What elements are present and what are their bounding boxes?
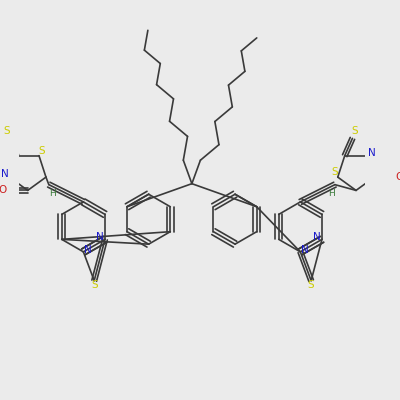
Text: H: H [49, 189, 56, 198]
Text: N: N [313, 232, 321, 242]
Text: S: S [91, 280, 98, 290]
Text: O: O [395, 172, 400, 182]
Text: H: H [328, 189, 334, 198]
Text: S: S [4, 126, 10, 136]
Text: N: N [84, 245, 92, 255]
Text: N: N [96, 232, 104, 242]
Text: S: S [308, 280, 314, 290]
Text: N: N [368, 148, 376, 158]
Text: S: S [38, 146, 45, 156]
Text: S: S [351, 126, 358, 136]
Text: N: N [301, 245, 309, 255]
Text: S: S [332, 167, 338, 177]
Text: N: N [1, 169, 8, 179]
Text: O: O [0, 185, 7, 195]
